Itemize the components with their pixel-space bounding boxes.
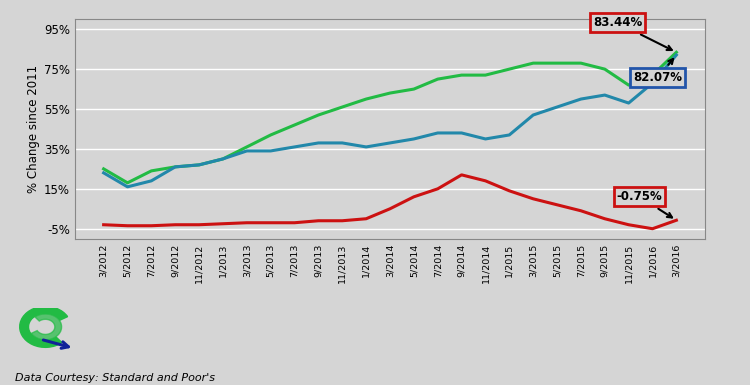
Text: 83.44%: 83.44% [592, 16, 672, 50]
Legend: S&P 500, S&P Earnings (as reported), S&P 500 P/E: S&P 500, S&P Earnings (as reported), S&P… [236, 380, 645, 385]
Wedge shape [32, 314, 62, 340]
Y-axis label: % Change since 2011: % Change since 2011 [27, 65, 40, 193]
Text: 82.07%: 82.07% [634, 59, 682, 84]
Text: Data Courtesy: Standard and Poor's: Data Courtesy: Standard and Poor's [15, 373, 215, 383]
Text: -0.75%: -0.75% [616, 190, 672, 218]
Wedge shape [20, 306, 68, 347]
